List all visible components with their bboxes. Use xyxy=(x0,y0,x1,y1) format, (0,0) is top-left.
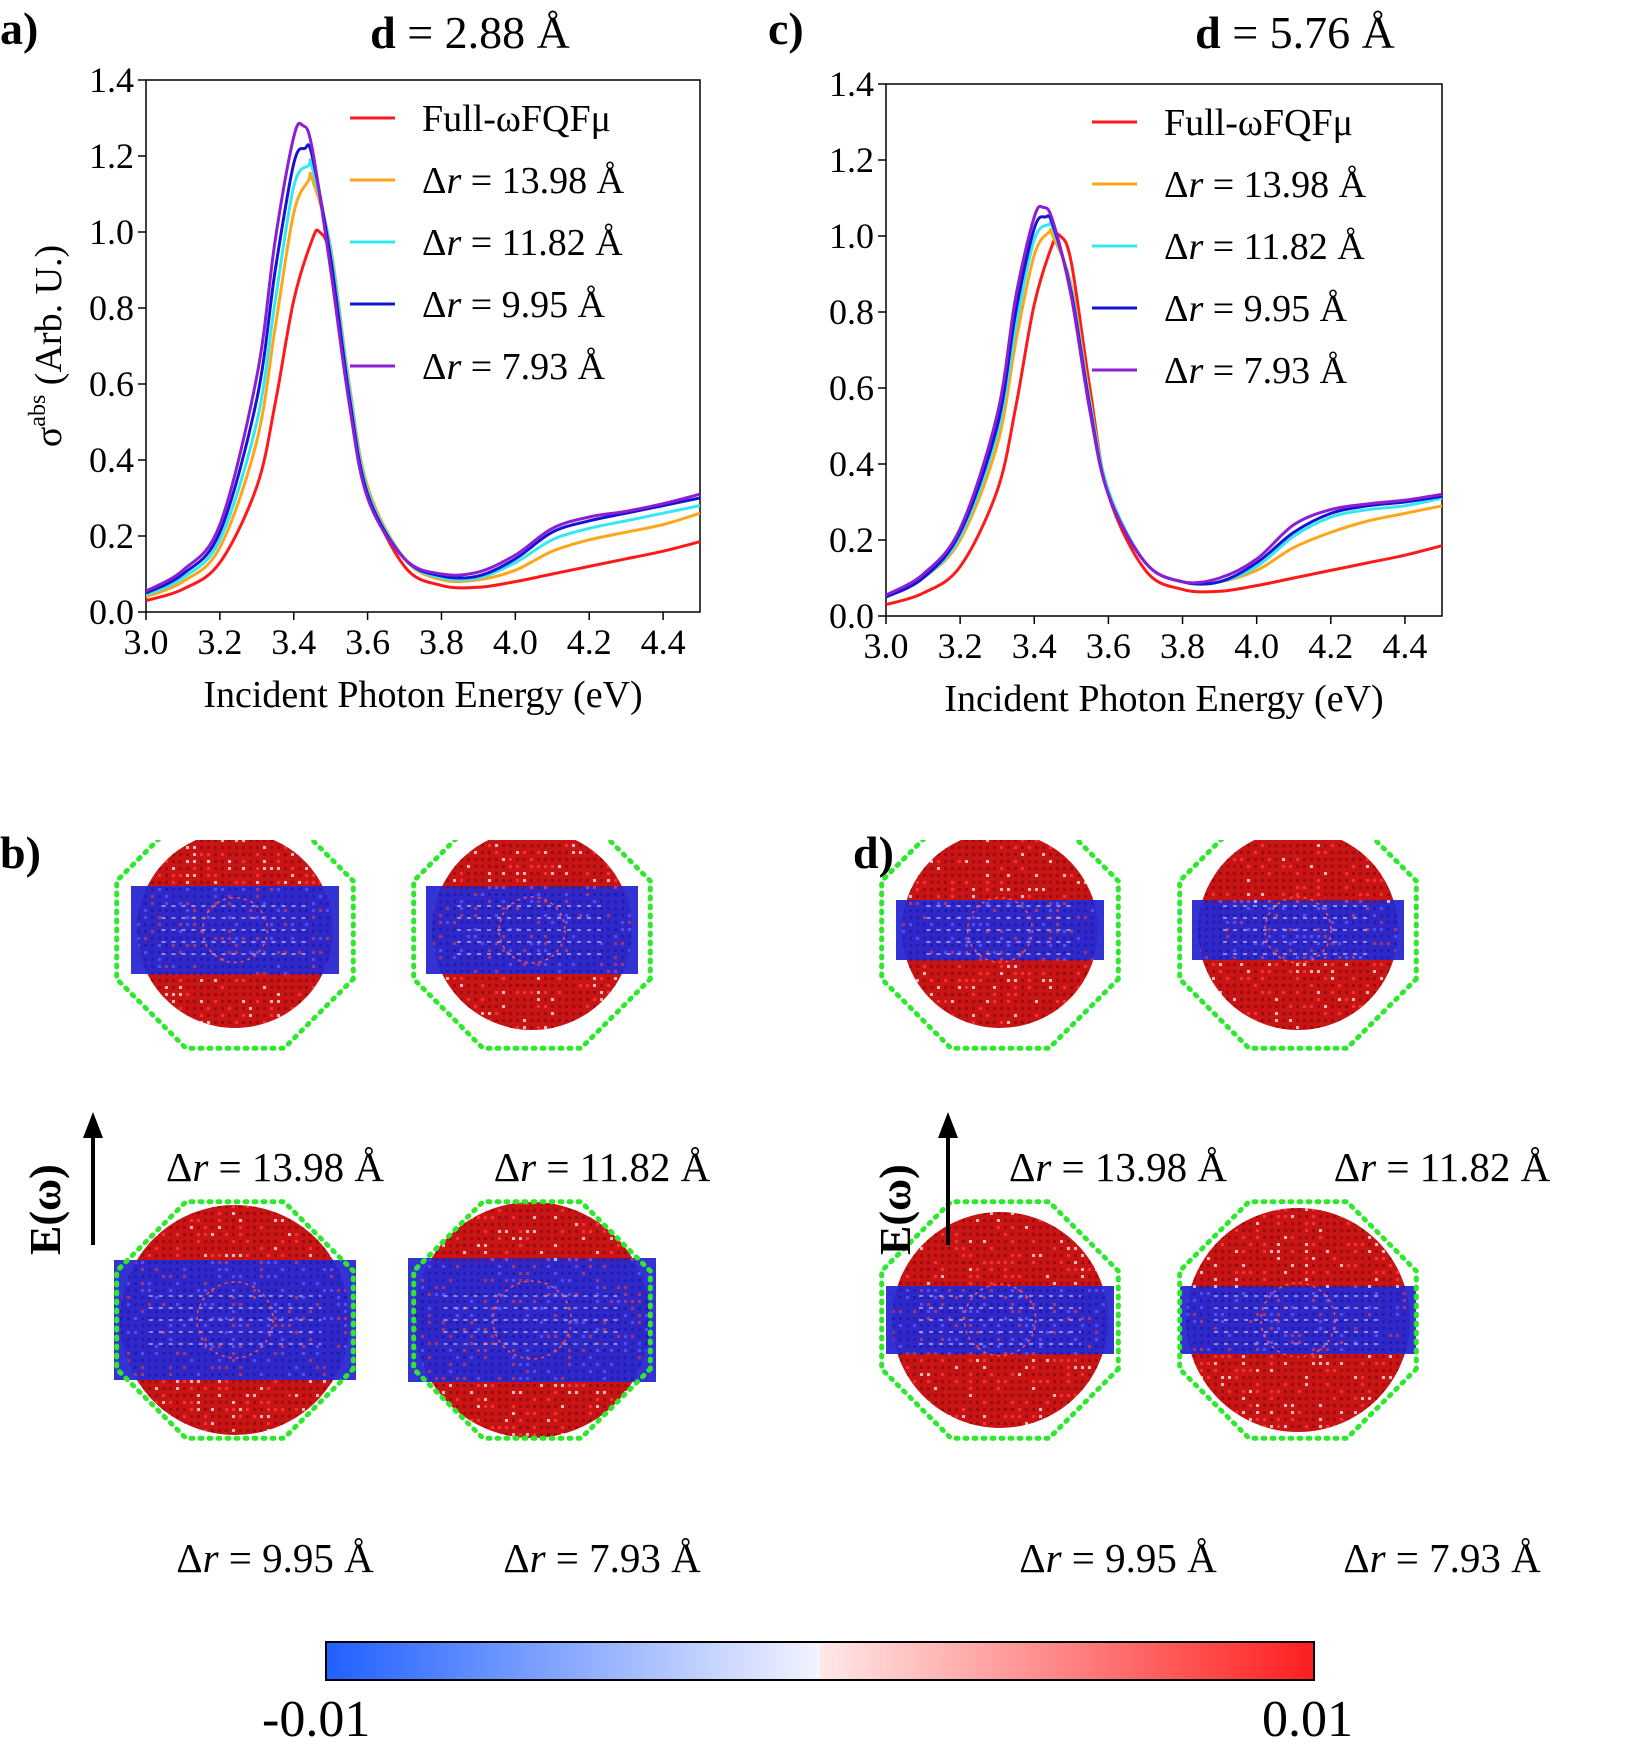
dr-label-b-2: Δr = 11.82 Å xyxy=(493,1144,711,1190)
y-tick-label: 0.6 xyxy=(829,368,874,408)
field-label-b: E(ω) xyxy=(21,1164,70,1255)
series-line-0 xyxy=(886,232,1442,607)
x-tick-label: 3.6 xyxy=(345,622,390,662)
legend-label-3: Δr = 9.95 Å xyxy=(422,284,606,326)
density-panel-b xyxy=(83,840,656,1441)
dr-label-d-1: Δr = 13.98 Å xyxy=(1008,1144,1228,1190)
x-tick-label: 3.4 xyxy=(1012,626,1057,666)
colorbar-gradient xyxy=(325,1641,1315,1681)
nanocluster-8 xyxy=(1177,1199,1419,1441)
y-tick-label: 1.4 xyxy=(829,64,874,104)
y-tick-label: 0.4 xyxy=(89,440,134,480)
legend-label-1: Δr = 13.98 Å xyxy=(1164,164,1367,206)
nanocluster-3 xyxy=(114,1199,356,1441)
y-tick-label: 0.6 xyxy=(89,364,134,404)
nanocluster-7 xyxy=(879,1199,1121,1441)
nanocluster-1 xyxy=(114,840,356,1051)
series-line-3 xyxy=(886,214,1442,599)
legend-label-2: Δr = 11.82 Å xyxy=(1164,226,1365,268)
nanocluster-4 xyxy=(408,1199,656,1441)
chart-0-frame xyxy=(145,79,701,613)
chart-a-title: d = 2.88 Å xyxy=(370,7,570,58)
panel-label-d: d) xyxy=(853,827,894,878)
x-tick-label: 3.0 xyxy=(864,626,909,666)
y-tick-label: 0.0 xyxy=(89,592,134,632)
chart-c: 3.0 3.2 3.4 3.6 3.8 4.0 4.2 4.4 0.0 0.2 0.4 0.6 0.8 1… xyxy=(829,64,1443,720)
density-panel-d xyxy=(879,840,1419,1441)
y-tick-label: 0.8 xyxy=(89,288,134,328)
y-tick-label: 0.2 xyxy=(829,520,874,560)
chart-a: 3.0 3.2 3.4 3.6 3.8 4.0 4.2 4.4 0.0 0.2 0.4 0.6 0.8 1… xyxy=(25,60,701,716)
legend-label-1: Δr = 13.98 Å xyxy=(422,160,625,202)
dr-label-b-1: Δr = 13.98 Å xyxy=(165,1144,385,1190)
x-tick-label: 3.2 xyxy=(938,626,983,666)
core-ring xyxy=(201,896,269,964)
field-arrow-head xyxy=(938,1112,958,1138)
core-ring xyxy=(492,1280,572,1360)
y-tick-label: 0.2 xyxy=(89,516,134,556)
x-tick-label: 3.8 xyxy=(419,622,464,662)
nanocluster-6 xyxy=(1177,840,1419,1051)
x-tick-label: 4.0 xyxy=(1234,626,1279,666)
colorbar-min-label: -0.01 xyxy=(262,1691,371,1748)
panel-label-b: b) xyxy=(0,827,41,878)
x-tick-label: 3.4 xyxy=(271,622,316,662)
x-tick-label: 4.2 xyxy=(567,622,612,662)
dr-label-b-4: Δr = 7.93 Å xyxy=(503,1535,701,1581)
nanocluster-2 xyxy=(411,840,653,1051)
dr-label-d-4: Δr = 7.93 Å xyxy=(1343,1535,1541,1581)
colorbar-max-label: 0.01 xyxy=(1262,1691,1353,1748)
panel-label-c: c) xyxy=(768,3,804,54)
chart-c-title: d = 5.76 Å xyxy=(1195,7,1395,58)
core-ring xyxy=(196,1281,274,1359)
x-axis-label: Incident Photon Energy (eV) xyxy=(944,678,1383,720)
y-tick-label: 1.2 xyxy=(829,140,874,180)
legend-label-0: Full-ωFQFμ xyxy=(422,98,611,140)
x-tick-label: 3.2 xyxy=(197,622,242,662)
y-tick-label: 0.4 xyxy=(829,444,874,484)
x-tick-label: 4.4 xyxy=(641,622,686,662)
x-tick-label: 3.6 xyxy=(1086,626,1131,666)
core-ring xyxy=(963,1283,1037,1357)
core-ring xyxy=(1260,1282,1336,1358)
legend-label-0: Full-ωFQFμ xyxy=(1164,102,1353,144)
legend-label-2: Δr = 11.82 Å xyxy=(422,222,623,264)
legend-label-3: Δr = 9.95 Å xyxy=(1164,288,1348,330)
series-line-4 xyxy=(886,204,1442,597)
y-tick-label: 1.2 xyxy=(89,136,134,176)
core-ring xyxy=(966,896,1034,964)
series-group xyxy=(886,204,1442,607)
nanocluster-5 xyxy=(879,840,1121,1051)
x-tick-label: 4.4 xyxy=(1382,626,1427,666)
y-tick-label: 0.0 xyxy=(829,596,874,636)
legend-label-4: Δr = 7.93 Å xyxy=(1164,350,1348,392)
field-arrow-head xyxy=(83,1112,103,1138)
core-ring xyxy=(498,896,566,964)
chart-1-frame xyxy=(885,83,1443,617)
dr-label-d-2: Δr = 11.82 Å xyxy=(1333,1144,1551,1190)
series-group xyxy=(146,121,700,603)
colorbar xyxy=(325,1641,1315,1681)
series-line-4 xyxy=(146,121,700,593)
core-ring xyxy=(1264,896,1332,964)
y-tick-label: 0.8 xyxy=(829,292,874,332)
field-label-d: E(ω) xyxy=(871,1164,920,1255)
series-line-2 xyxy=(886,220,1442,599)
y-tick-label: 1.0 xyxy=(89,212,134,252)
legend-label-4: Δr = 7.93 Å xyxy=(422,346,606,388)
series-line-1 xyxy=(886,228,1442,599)
panel-label-a: a) xyxy=(0,3,39,54)
x-tick-label: 4.0 xyxy=(493,622,538,662)
dr-label-b-3: Δr = 9.95 Å xyxy=(176,1535,374,1581)
x-tick-label: 3.0 xyxy=(124,622,169,662)
y-tick-label: 1.4 xyxy=(89,60,134,100)
x-tick-label: 3.8 xyxy=(1160,626,1205,666)
y-axis-label: σabs (Arb. U.) xyxy=(25,245,70,447)
dr-label-d-3: Δr = 9.95 Å xyxy=(1019,1535,1217,1581)
y-tick-label: 1.0 xyxy=(829,216,874,256)
x-tick-label: 4.2 xyxy=(1308,626,1353,666)
x-axis-label: Incident Photon Energy (eV) xyxy=(203,674,642,716)
